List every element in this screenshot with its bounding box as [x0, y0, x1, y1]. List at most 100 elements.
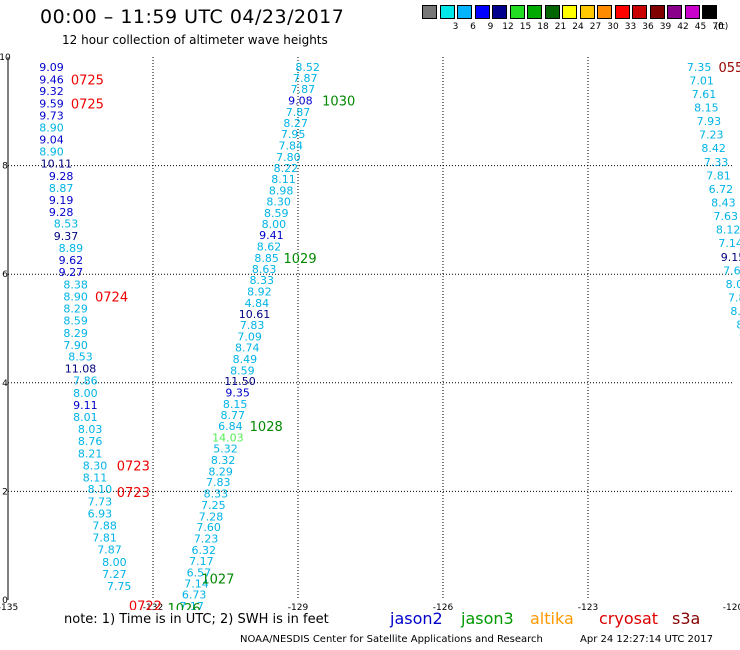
time-label: 1030: [322, 94, 355, 109]
data-point: 6.73: [182, 589, 207, 602]
y-tick-label: 8: [2, 162, 8, 172]
data-point: 9.09: [39, 61, 64, 74]
data-point: 9.41: [259, 229, 284, 242]
scale-label: 36: [642, 22, 654, 32]
time-label: 0723: [117, 459, 150, 474]
data-point: 7.81: [706, 169, 731, 182]
satellite-legend-item: s3a: [672, 609, 701, 628]
data-point: 7.61: [692, 88, 717, 101]
data-point: 9.73: [39, 110, 64, 123]
data-point: 7.14: [718, 237, 740, 250]
x-tick-label: -123: [578, 603, 598, 610]
data-point: 7.80: [276, 151, 301, 164]
scale-label: 27: [589, 22, 602, 32]
data-point: 9.37: [54, 230, 79, 243]
y-tick-label: 4: [2, 379, 8, 389]
data-point: 6.32: [192, 544, 217, 557]
data-point: 8.22: [274, 162, 299, 175]
time-label: 0725: [71, 98, 104, 113]
data-point: 8.92: [247, 286, 272, 299]
scale-swatch: [702, 5, 717, 19]
scale-unit-label: (ft): [714, 22, 729, 32]
data-point: 8.42: [701, 142, 726, 155]
x-tick-label: -120: [723, 603, 740, 610]
data-point: 7.95: [281, 128, 306, 141]
data-point: 7.23: [699, 129, 724, 142]
scale-label: 15: [519, 22, 532, 32]
scale-swatch: [597, 5, 612, 19]
time-label: 1026: [168, 602, 201, 610]
data-point: 8.27: [283, 117, 308, 130]
data-point: 9.28: [49, 206, 74, 219]
data-point: 4.84: [245, 297, 270, 310]
satellite-legend-item: jason3: [461, 609, 514, 628]
data-point: 9.62: [59, 254, 84, 267]
data-point: 8.15: [223, 398, 248, 411]
scale-label: 33: [624, 22, 637, 32]
scale-swatch: [492, 5, 507, 19]
data-point: 7.90: [63, 339, 88, 352]
data-point: 8.30: [83, 459, 108, 472]
data-point: 8.21: [78, 447, 103, 460]
data-point: 7.23: [194, 533, 219, 546]
scale-swatch: [439, 5, 455, 19]
data-point: 8.49: [233, 353, 258, 366]
data-point: 8.76: [78, 435, 103, 448]
x-tick-label: -126: [433, 603, 454, 610]
page-title: 00:00 – 11:59 UTC 04/23/2017: [40, 6, 345, 28]
axis-layer: -135 -132 -129 -126 -123 -120 0 2 4 6 8 10: [0, 53, 740, 610]
y-tick-label: 6: [2, 270, 8, 280]
scale-swatch: [579, 5, 595, 19]
data-point: 7.83: [206, 476, 231, 489]
time-label: 0724: [95, 290, 128, 305]
data-point: 8.29: [63, 327, 88, 340]
data-point: 8.33: [250, 274, 275, 287]
wave-height-chart: -135 -132 -129 -126 -123 -120 0 2 4 6 8 10 9.099.46…: [0, 53, 740, 610]
data-point: 6.84: [218, 420, 243, 433]
data-point: 7.01: [689, 74, 714, 87]
data-point: 8.38: [63, 279, 88, 292]
scale-swatch: [614, 5, 630, 19]
x-tick-label: -135: [0, 603, 18, 610]
data-point: 9.11: [73, 399, 98, 412]
scale-label: 18: [537, 22, 549, 32]
data-point: 7.4: [739, 332, 740, 345]
satellite-legend-item: altika: [530, 609, 574, 628]
satellite-legend-item: cryosat: [599, 609, 659, 628]
data-point: 10.11: [41, 157, 73, 170]
data-point: 11.08: [65, 363, 97, 376]
scale-swatch: [474, 5, 490, 19]
data-point: 7.27: [102, 568, 127, 581]
data-point: 8.53: [54, 218, 79, 231]
scale-swatch: [422, 5, 437, 19]
y-tick-label: 10: [0, 53, 11, 63]
data-point: 8.30: [266, 195, 291, 208]
scale-swatch: [562, 5, 577, 19]
data-point: 8.74: [235, 342, 260, 355]
data-point: 14.03: [212, 432, 244, 445]
data-point: 8.59: [230, 364, 255, 377]
scale-swatch: [684, 5, 700, 19]
scale-swatch: [667, 5, 682, 19]
data-point: 8.53: [68, 351, 93, 364]
data-point: 7.75: [107, 580, 132, 593]
scale-label: 24: [572, 22, 584, 32]
data-point: 8.29: [63, 302, 88, 315]
data-point: 7.28: [199, 510, 224, 523]
data-point: 7.86: [73, 375, 98, 388]
data-point: 7.17: [189, 555, 214, 568]
data-point: 8.52: [295, 61, 320, 74]
data-point: 7.87: [286, 106, 311, 119]
data-point: 7.83: [240, 319, 265, 332]
data-point: 7.84: [279, 140, 304, 153]
data-points-layer: 9.099.469.329.599.738.909.048.9010.119.2…: [39, 61, 740, 610]
data-point: 7.88: [92, 520, 117, 533]
data-point: 8.03: [78, 423, 103, 436]
data-point: 8.12: [716, 224, 740, 237]
data-point: 8.59: [63, 314, 88, 327]
data-point: 9.04: [39, 134, 64, 147]
data-point: 8.00: [262, 218, 287, 231]
data-point: 7.35: [687, 61, 712, 74]
scale-label: 3: [452, 22, 459, 32]
data-point: 9.59: [39, 98, 64, 111]
